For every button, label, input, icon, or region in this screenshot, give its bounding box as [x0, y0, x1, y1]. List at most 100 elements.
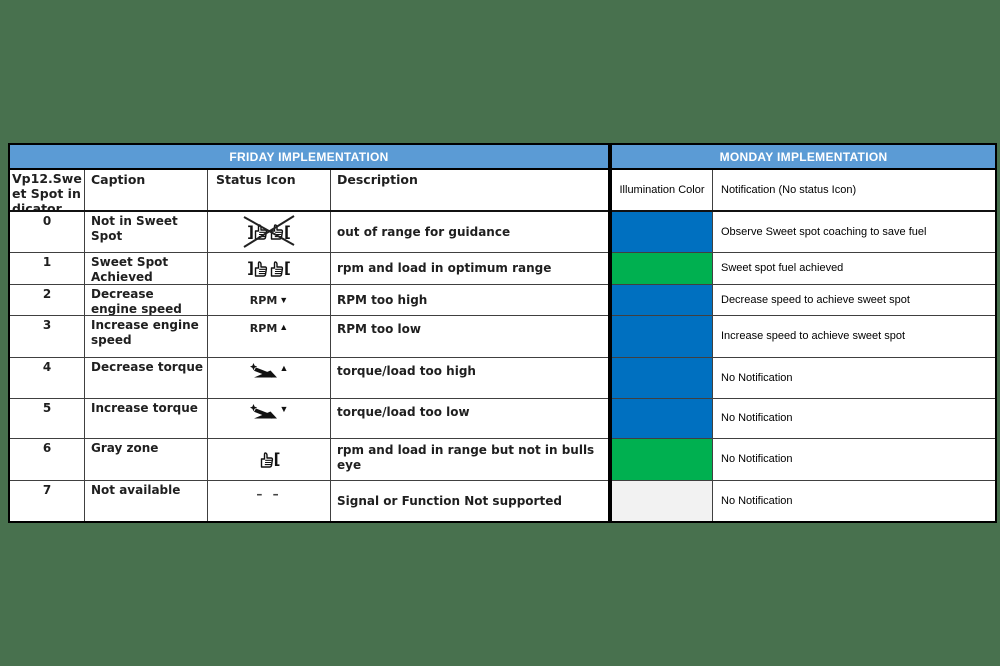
monday-row-2: Decrease speed to achieve sweet spot — [612, 284, 995, 315]
header-caption: Caption — [84, 170, 207, 210]
monday-row-3: Increase speed to achieve sweet spot — [612, 315, 995, 357]
status-icon-cell: RPM ▲ — [207, 316, 330, 357]
notification-text: Observe Sweet spot coaching to save fuel — [721, 225, 927, 238]
description-text: rpm and load in range but not in bulls e… — [337, 443, 595, 472]
thumbs-up-icon — [260, 451, 273, 468]
illumination-color-swatch — [612, 481, 712, 521]
up-triangle-icon: ▲ — [279, 322, 289, 332]
illumination-color-swatch — [612, 439, 712, 480]
description-text: torque/load too high — [337, 364, 476, 378]
indicator-value: 7 — [42, 483, 52, 497]
illumination-color-swatch — [612, 358, 712, 398]
caption-value: Not in Sweet Spot — [84, 212, 207, 252]
notification-text: Increase speed to achieve sweet spot — [721, 330, 906, 343]
torque-icon — [249, 404, 277, 419]
description-value: torque/load too high — [330, 358, 608, 398]
description-text: RPM too high — [337, 292, 428, 307]
caption-value: Increase torque — [84, 399, 207, 438]
table-row-6: 6 Gray zone [ rpm and load in range but … — [10, 438, 608, 480]
indicator-value: 4 — [42, 360, 52, 374]
status-icon-cell: ] [ — [207, 212, 330, 252]
torque-icon — [249, 363, 277, 378]
header-illumination-color: Illumination Color — [619, 183, 705, 196]
table-row-0: 0 Not in Sweet Spot ] [ out of range for… — [10, 212, 608, 252]
notification-value: No Notification — [712, 481, 995, 521]
bracket-glyph: [ — [284, 259, 291, 277]
bracket-glyph: ] — [247, 222, 254, 241]
description-value: out of range for guidance — [330, 212, 608, 252]
notification-value: No Notification — [712, 439, 995, 480]
monday-row-1: Sweet spot fuel achieved — [612, 252, 995, 284]
description-text: torque/load too low — [337, 405, 470, 419]
description-value: Signal or Function Not supported — [330, 481, 608, 521]
notification-text: No Notification — [721, 453, 793, 466]
notification-value: Decrease speed to achieve sweet spot — [712, 285, 995, 315]
description-value: RPM too high — [330, 285, 608, 315]
status-icon-cell: ] [ — [207, 253, 330, 284]
monday-header-row: Illumination Color Notification (No stat… — [612, 170, 995, 212]
notification-text: No Notification — [721, 412, 793, 425]
monday-row-4: No Notification — [612, 357, 995, 398]
notification-text: No Notification — [721, 371, 793, 384]
notification-text: Sweet spot fuel achieved — [721, 262, 844, 275]
caption-value: Decrease engine speed — [84, 285, 207, 315]
monday-row-0: Observe Sweet spot coaching to save fuel — [612, 212, 995, 252]
table-row-4: 4 Decrease torque ▲ torque/load too high — [10, 357, 608, 398]
status-icon-cell: RPM ▼ — [207, 285, 330, 315]
description-value: rpm and load in optimum range — [330, 253, 608, 284]
description-text: RPM too low — [337, 322, 421, 336]
rpm-down-icon: RPM — [249, 293, 278, 307]
header-description: Description — [330, 170, 608, 210]
illumination-color-swatch — [612, 285, 712, 315]
notification-value: No Notification — [712, 358, 995, 398]
status-icon-cell: ▼ — [207, 399, 330, 438]
header-status-icon: Status Icon — [207, 170, 330, 210]
monday-row-7: No Notification — [612, 480, 995, 521]
not-available-dashes-icon: – – — [256, 487, 282, 501]
illumination-color-swatch — [612, 316, 712, 357]
notification-value: Increase speed to achieve sweet spot — [712, 316, 995, 357]
down-triangle-icon: ▼ — [279, 295, 289, 305]
table-row-5: 5 Increase torque ▼ torque/load too low — [10, 398, 608, 438]
up-triangle-icon: ▲ — [279, 363, 289, 373]
friday-banner: FRIDAY IMPLEMENTATION — [10, 145, 608, 170]
status-icon-cell: ▲ — [207, 358, 330, 398]
friday-table: FRIDAY IMPLEMENTATION Vp12.Sweet Spot in… — [8, 143, 610, 523]
indicator-value: 3 — [42, 318, 52, 332]
caption-value: Not available — [84, 481, 207, 521]
caption-value: Sweet Spot Achieved — [84, 253, 207, 284]
description-value: rpm and load in range but not in bulls e… — [330, 439, 608, 480]
thumbs-up-icon — [254, 260, 268, 277]
description-value: torque/load too low — [330, 399, 608, 438]
friday-header-row: Vp12.Sweet Spot indicator Caption Status… — [10, 170, 608, 212]
status-icon-cell: [ — [207, 439, 330, 480]
monday-row-6: No Notification — [612, 438, 995, 480]
notification-text: No Notification — [721, 494, 793, 507]
indicator-value: 2 — [42, 287, 52, 301]
description-value: RPM too low — [330, 316, 608, 357]
bracket-glyph: [ — [284, 222, 291, 241]
indicator-value: 0 — [42, 214, 52, 228]
illumination-color-swatch — [612, 212, 712, 252]
monday-row-5: No Notification — [612, 398, 995, 438]
notification-text: Decrease speed to achieve sweet spot — [721, 293, 910, 306]
monday-table: MONDAY IMPLEMENTATION Illumination Color… — [610, 143, 997, 523]
illumination-color-swatch — [612, 399, 712, 438]
monday-banner: MONDAY IMPLEMENTATION — [612, 145, 995, 170]
illumination-color-swatch — [612, 253, 712, 284]
table-row-2: 2 Decrease engine speed RPM ▼ RPM too hi… — [10, 284, 608, 315]
header-indicator: Vp12.Sweet Spot indicator — [12, 171, 82, 210]
caption-value: Gray zone — [84, 439, 207, 480]
indicator-value: 1 — [42, 255, 52, 269]
table-row-7: 7 Not available – – Signal or Function N… — [10, 480, 608, 521]
status-icon-cell: – – — [207, 481, 330, 521]
table-row-1: 1 Sweet Spot Achieved ] [ rpm and load i… — [10, 252, 608, 284]
bracket-glyph: ] — [247, 259, 254, 277]
header-notification: Notification (No status Icon) — [712, 170, 995, 210]
crossed-out-x-icon — [243, 215, 295, 248]
bracket-glyph: [ — [273, 450, 281, 468]
indicator-value: 5 — [42, 401, 52, 415]
notification-value: Observe Sweet spot coaching to save fuel — [712, 212, 995, 252]
description-text: out of range for guidance — [337, 224, 511, 239]
description-text: rpm and load in optimum range — [337, 261, 552, 275]
